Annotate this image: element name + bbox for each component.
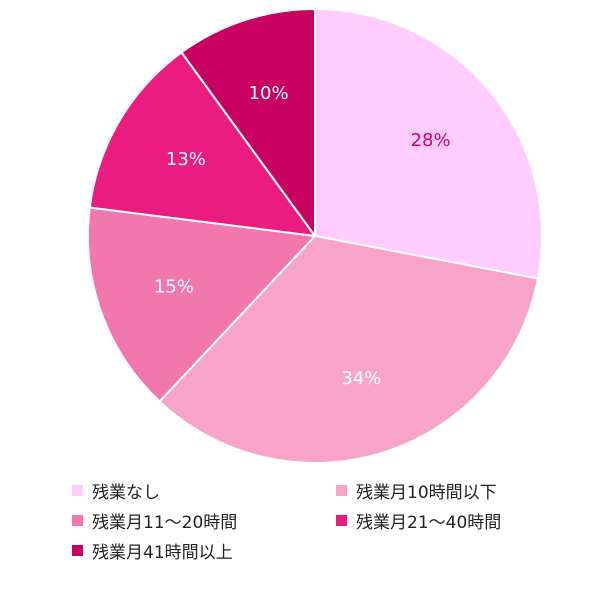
pie-slice-3 [88,51,316,237]
legend: 残業なし 残業月10時間以下 残業月11～20時間 残業月21～40時間 残業月… [72,480,572,563]
legend-swatch [336,514,347,526]
slice-value-label-3: 13% [166,149,206,170]
legend-swatch [336,484,347,496]
slice-value-label-4: 10% [249,83,289,104]
legend-item-21-40h: 残業月21～40時間 [336,510,572,533]
slice-value-label-2: 15% [154,276,194,297]
legend-label: 残業なし [92,482,160,503]
slice-value-label-0: 28% [411,130,451,151]
pie-slice-2 [87,206,316,403]
pie-slice-1 [158,235,539,464]
legend-label: 残業月21～40時間 [356,512,502,533]
legend-swatch [72,484,83,496]
slice-value-label-1: 34% [341,368,381,389]
legend-item-under-10h: 残業月10時間以下 [336,480,572,503]
legend-item-11-20h: 残業月11～20時間 [72,510,336,533]
legend-swatch [72,514,83,526]
legend-swatch [72,544,83,556]
legend-label: 残業月10時間以下 [356,482,497,503]
pie-chart: 28% 34% 15% 13% 10% [87,8,543,464]
pie-slice-0 [314,8,543,280]
legend-label: 残業月41時間以上 [92,542,233,563]
pie-slice-4 [180,8,316,237]
legend-label: 残業月11～20時間 [92,512,238,533]
legend-item-over-41h: 残業月41時間以上 [72,540,336,563]
legend-item-no-overtime: 残業なし [72,480,336,503]
